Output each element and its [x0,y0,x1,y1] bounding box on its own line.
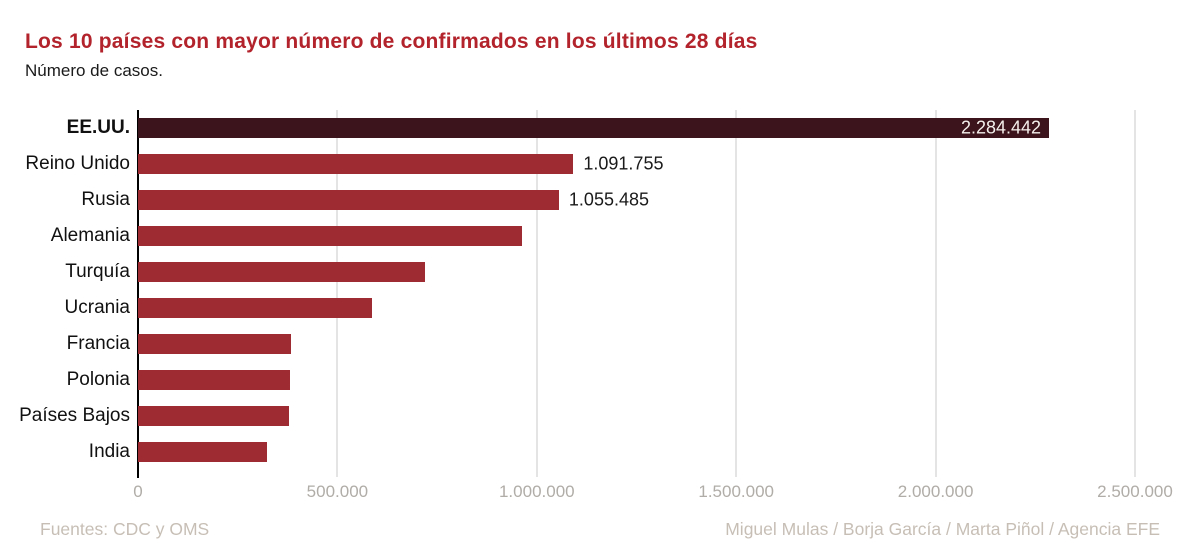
x-tick-label: 1.000.000 [498,482,575,501]
bar-row [138,290,1135,326]
category-label: Reino Unido [25,153,130,174]
chart-title: Los 10 países con mayor número de confir… [25,30,758,53]
gridline [336,110,338,477]
x-tick-label: 500.000 [306,482,369,501]
category-label: Turquía [65,261,130,282]
bar-value-label: 1.091.755 [583,153,664,174]
category-label: Ucrania [64,297,130,318]
x-tick-label: 2.500.000 [1097,482,1173,501]
bar-value-label: 1.055.485 [568,189,649,210]
bar-row: 1.091.755 [138,146,1135,182]
bar [138,226,522,246]
plot-area: 2.284.442 1.091.755 1.055.485 [137,110,1136,478]
category-label: Países Bajos [19,405,130,426]
bar-row [138,434,1135,470]
footer: Fuentes: CDC y OMS Miguel Mulas / Borja … [0,519,1200,540]
bar-row [138,362,1135,398]
category-label: Francia [66,333,130,354]
bar [138,334,292,354]
y-axis-labels: EE.UU. Reino Unido Rusia Alemania Turquía Ucr… [0,110,130,470]
bar [138,298,373,318]
bar-row: 1.055.485 [138,182,1135,218]
category-label: Alemania [50,225,130,246]
bar [138,262,425,282]
x-tick-label: 2.000.000 [897,482,974,501]
category-label: EE.UU. [66,117,130,138]
y-axis-line [137,110,139,478]
author-credits: Miguel Mulas / Borja García / Marta Piño… [725,519,1160,539]
bar-value-label: 2.284.442 [960,117,1042,138]
gridline [1134,110,1136,477]
bar-row [138,218,1135,254]
gridline [735,110,737,477]
bar [138,370,290,390]
bar [138,442,267,462]
bar-row [138,326,1135,362]
bar [138,154,574,174]
x-axis-tick-labels: 0 500.000 1.000.000 1.500.000 2.000.000 2.500… [133,482,1173,506]
gridline [935,110,937,477]
x-tick-label: 1.500.000 [698,482,775,501]
bar: 2.284.442 [138,117,1050,138]
source-credit: Fuentes: CDC y OMS [40,519,210,539]
category-label: Polonia [66,369,130,390]
bar-row [138,398,1135,434]
bar [138,190,559,210]
category-label: Rusia [81,189,130,210]
x-tick-label: 0 [133,482,143,501]
gridline [536,110,538,477]
bar [138,406,289,426]
category-label: India [88,441,130,462]
chart-subtitle: Número de casos. [25,61,163,80]
bar-chart: EE.UU. Reino Unido Rusia Alemania Turquía Ucr… [0,110,1200,510]
bar-row [138,254,1135,290]
bar-row: 2.284.442 [138,110,1135,146]
